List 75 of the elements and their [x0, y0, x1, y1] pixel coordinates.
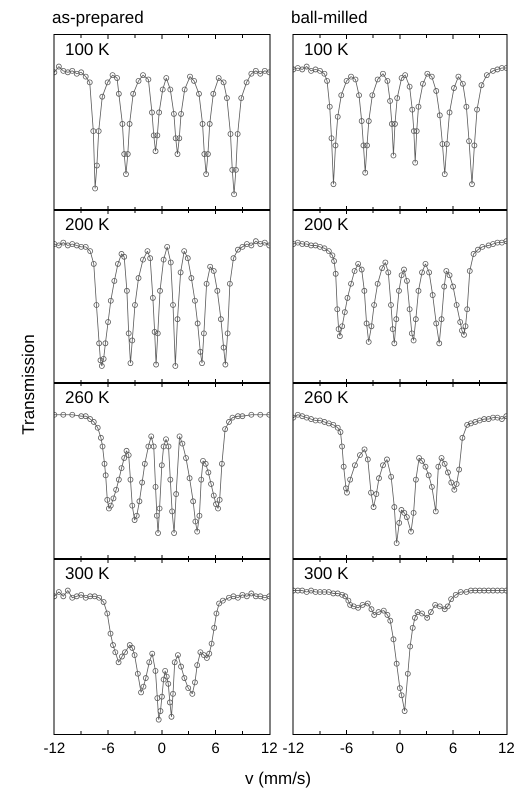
point	[390, 636, 396, 642]
point	[342, 593, 348, 600]
point	[364, 600, 371, 606]
text: 300 K	[65, 564, 110, 583]
point	[407, 644, 414, 650]
point	[428, 609, 434, 615]
x-tick-label: -12	[282, 740, 304, 758]
point	[498, 588, 505, 594]
x-tick-label: 12	[498, 740, 515, 758]
point	[376, 609, 382, 615]
point	[486, 588, 492, 594]
point	[424, 614, 430, 621]
x-tick-label: 6	[448, 740, 458, 758]
x-tick-label: 0	[158, 740, 166, 758]
point	[368, 606, 374, 612]
x-tick-label: -6	[340, 740, 354, 758]
point	[452, 592, 459, 598]
chart-title: ball-milled	[291, 8, 368, 27]
point	[468, 588, 474, 594]
point	[494, 588, 500, 594]
point	[350, 603, 357, 610]
point	[334, 590, 341, 596]
point	[355, 604, 362, 611]
x-tick-label: -6	[101, 740, 115, 758]
point	[444, 603, 451, 610]
point	[476, 588, 483, 594]
point	[294, 588, 301, 594]
point	[330, 590, 336, 596]
point	[404, 670, 411, 677]
point	[345, 598, 352, 604]
text: 100 K	[65, 40, 110, 59]
text: 260 K	[65, 388, 110, 407]
point	[490, 588, 496, 594]
point	[464, 589, 470, 595]
point	[414, 609, 420, 615]
point	[436, 603, 443, 610]
point	[312, 589, 318, 595]
point	[419, 610, 425, 616]
point	[371, 612, 378, 618]
point	[308, 588, 314, 594]
point	[394, 660, 400, 667]
point	[326, 589, 332, 595]
x-tick-label: 12	[260, 740, 278, 758]
y-axis-title: Transmission	[18, 334, 38, 435]
text: 200 K	[65, 215, 110, 234]
point	[317, 589, 323, 595]
point	[360, 602, 366, 608]
point	[396, 685, 403, 691]
text: 300 K	[304, 564, 350, 583]
point	[304, 589, 310, 595]
point	[299, 588, 306, 594]
text: 260 K	[304, 388, 350, 407]
x-tick-label: 6	[211, 740, 220, 758]
point	[387, 618, 394, 624]
point	[432, 602, 438, 608]
point	[398, 692, 405, 698]
point	[380, 608, 387, 614]
text: 100 K	[304, 40, 350, 59]
point	[339, 592, 346, 598]
x-axis-title: v (mm/s)	[245, 769, 312, 788]
text: 200 K	[304, 215, 350, 234]
point	[458, 589, 464, 595]
point	[448, 596, 454, 602]
point	[472, 588, 478, 594]
x-tick-label: 0	[396, 740, 404, 758]
point	[442, 606, 448, 612]
point	[402, 708, 408, 714]
point	[410, 624, 416, 631]
point	[347, 602, 354, 608]
point	[384, 612, 390, 618]
point	[412, 614, 418, 621]
chart-title: as-prepared	[52, 8, 144, 27]
point	[481, 588, 488, 594]
point	[322, 589, 328, 595]
x-tick-label: -12	[44, 740, 66, 758]
